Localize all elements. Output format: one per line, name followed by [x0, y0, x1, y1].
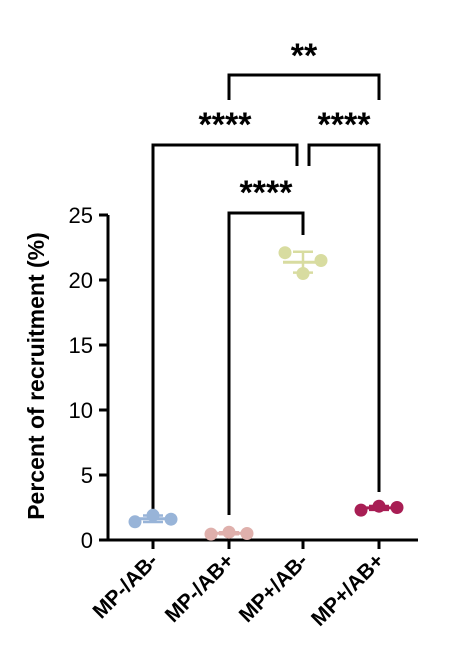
y-tick-label: 0 [81, 528, 93, 553]
y-tick-label: 5 [81, 463, 93, 488]
data-point [204, 527, 218, 541]
data-point [390, 501, 404, 514]
series-group [128, 508, 178, 529]
data-point [278, 246, 292, 260]
x-tick-label: MP+/AB- [235, 549, 313, 627]
x-tick-label: MP+/AB+ [307, 549, 388, 630]
bracket-line [227, 211, 305, 515]
data-marks [128, 246, 404, 541]
series-group [354, 499, 404, 517]
data-point [146, 508, 160, 522]
data-point [354, 503, 368, 517]
data-point [314, 254, 328, 267]
x-tick-label: MP-/AB+ [161, 549, 239, 627]
data-point [296, 267, 310, 280]
significance-bracket: **** [227, 174, 305, 515]
significance-bracket: **** [307, 106, 381, 492]
bracket-line [151, 143, 299, 513]
significance-bracket: **** [151, 106, 299, 513]
significance-label: **** [318, 106, 372, 144]
significance-label: **** [199, 106, 253, 144]
y-axis-label: Percent of recruitment (%) [23, 232, 49, 520]
series-group [204, 525, 254, 541]
significance-bracket: ** [227, 37, 381, 100]
data-point [164, 512, 178, 526]
significance-label: **** [240, 174, 294, 212]
significance-brackets: ******** ****** [151, 37, 381, 515]
significance-label: ** [291, 37, 318, 75]
series-group [278, 246, 328, 280]
data-point [222, 525, 236, 539]
y-tick-label: 20 [69, 268, 93, 293]
axes: 0 5 10 15 20 25 MP-/AB-MP-/AB+MP+/AB-MP+/AB+ [69, 203, 418, 631]
bracket-line [307, 143, 381, 492]
x-tick-label: MP-/AB- [89, 549, 163, 623]
y-tick-label: 15 [69, 333, 93, 358]
y-tick-label: 10 [69, 398, 93, 423]
data-point [372, 499, 386, 513]
data-point [128, 515, 142, 529]
data-point [240, 527, 254, 540]
y-tick-label: 25 [69, 203, 93, 228]
bracket-line [227, 73, 381, 100]
